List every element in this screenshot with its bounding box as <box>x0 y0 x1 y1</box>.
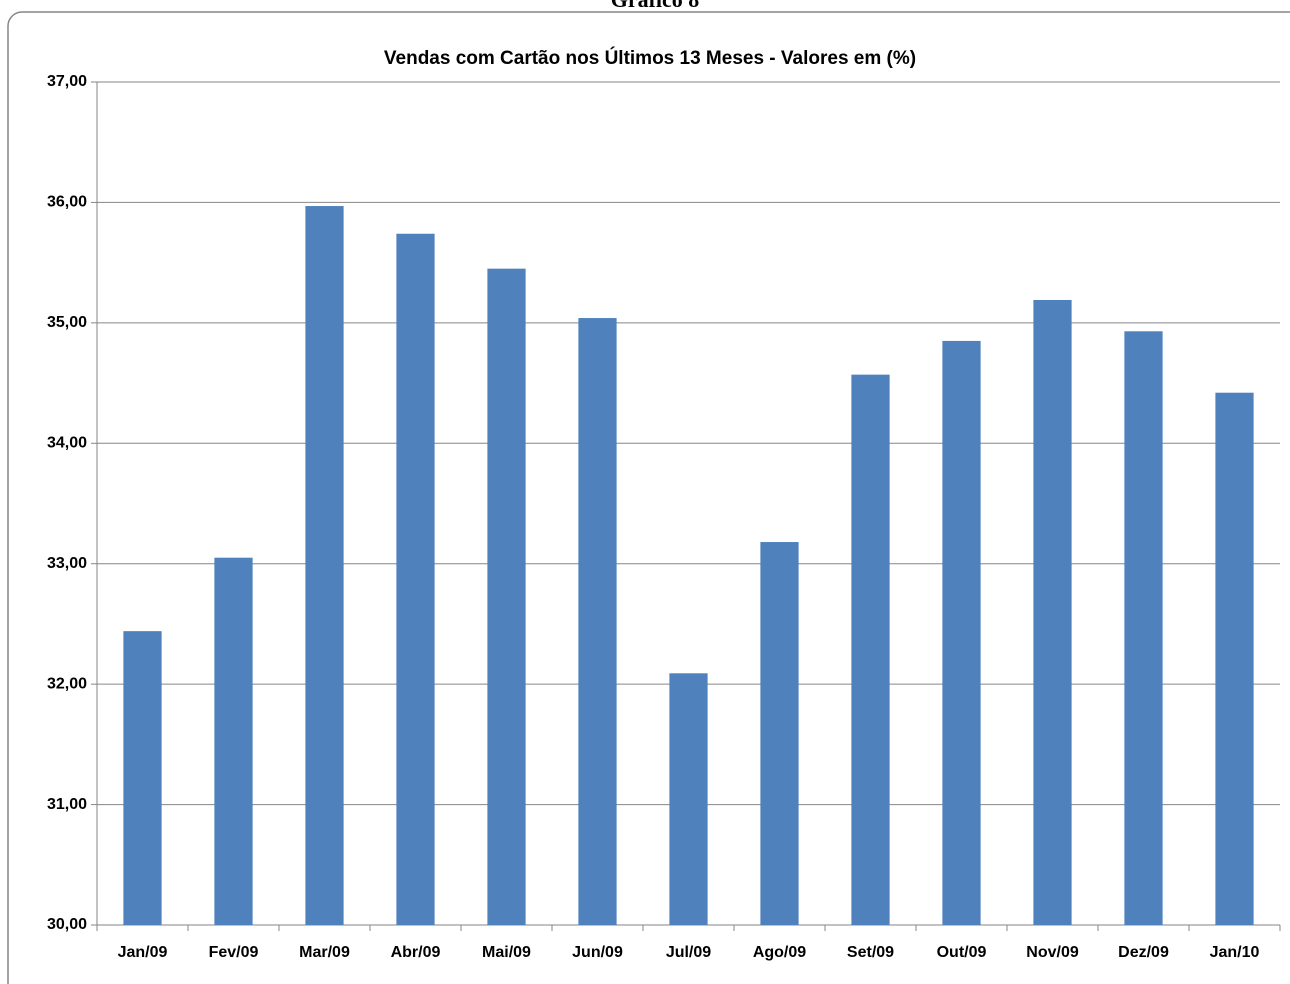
heading: Gráfico 8 <box>611 0 700 12</box>
x-tick-label: Abr/09 <box>391 944 441 961</box>
x-tick-label: Out/09 <box>937 944 987 961</box>
x-tick-label: Jan/10 <box>1210 944 1260 961</box>
y-tick-label: 32,00 <box>47 675 87 692</box>
x-tick-label: Jul/09 <box>666 944 711 961</box>
y-tick-label: 37,00 <box>47 73 87 90</box>
y-tick-label: 31,00 <box>47 796 87 813</box>
bar <box>1124 331 1163 926</box>
x-tick-label: Mar/09 <box>299 944 350 961</box>
x-tick-label: Ago/09 <box>753 944 806 961</box>
bar <box>305 206 344 925</box>
y-tick-label: 33,00 <box>47 555 87 572</box>
bar <box>942 340 981 926</box>
y-tick-label: 34,00 <box>47 435 87 452</box>
bar <box>214 557 253 925</box>
x-tick-label: Mai/09 <box>482 944 531 961</box>
bar <box>578 318 617 925</box>
bar <box>851 374 890 925</box>
bar <box>396 233 435 926</box>
x-tick-label: Dez/09 <box>1118 944 1169 961</box>
bar <box>760 542 799 925</box>
chart-title: Vendas com Cartão nos Últimos 13 Meses -… <box>384 47 916 69</box>
bar <box>1215 392 1254 926</box>
x-tick-label: Set/09 <box>847 944 894 961</box>
bar <box>669 673 708 925</box>
y-tick-label: 36,00 <box>47 194 87 211</box>
chart-border <box>7 11 1290 984</box>
x-tick-label: Jun/09 <box>572 944 623 961</box>
x-tick-label: Fev/09 <box>209 944 259 961</box>
bar <box>123 631 162 925</box>
x-tick-label: Jan/09 <box>118 944 168 961</box>
bar <box>487 268 526 925</box>
x-tick-label: Nov/09 <box>1026 944 1079 961</box>
y-tick-label: 30,00 <box>47 916 87 933</box>
bar <box>1033 299 1072 925</box>
y-tick-label: 35,00 <box>47 314 87 331</box>
